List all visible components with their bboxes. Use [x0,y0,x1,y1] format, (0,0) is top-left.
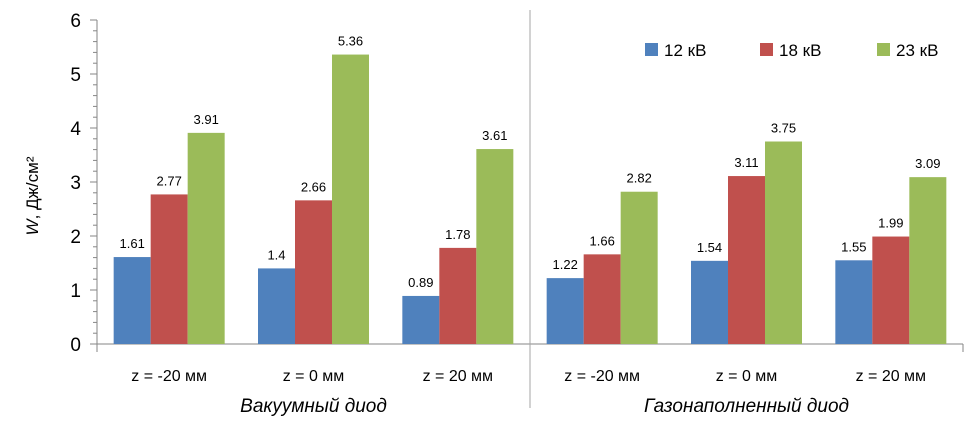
bar [620,191,658,344]
category-label: z = -20 мм [131,368,207,385]
y-tick-label: 6 [70,11,81,32]
data-label: 3.09 [915,156,940,171]
group-label: Газонаполненный диод [644,396,849,417]
legend: 12 кВ 18 кВ 23 кВ [645,41,938,60]
bar [835,260,873,344]
bar [113,257,151,344]
bar [909,177,947,344]
bar [728,176,765,344]
data-label: 2.77 [157,173,182,188]
legend-swatch [645,43,658,56]
bar [150,194,188,344]
data-label: 1.22 [553,257,578,272]
data-label: 1.99 [878,216,903,231]
data-label: 1.54 [697,240,722,255]
legend-label: 18 кВ [779,41,821,60]
data-label: 1.78 [445,227,470,242]
data-label: 1.4 [267,247,285,262]
bar [872,236,910,344]
bar [691,260,728,344]
data-label: 1.66 [590,233,615,248]
y-tick-label: 4 [70,119,81,140]
legend-label: 12 кВ [664,41,706,60]
bar [439,247,477,344]
bars [113,54,947,345]
legend-swatch [877,43,890,56]
data-label: 5.36 [338,34,363,49]
bar [765,141,802,344]
data-label: 3.11 [734,155,758,170]
y-tick-label: 5 [70,65,81,86]
y-tick-label: 2 [70,227,81,248]
y-axis-label-var: W [23,217,42,235]
data-label: 3.61 [482,128,507,143]
data-label: 1.55 [841,239,866,254]
data-labels: 1.61 1.4 0.89 1.22 1.54 1.55 2.77 2.66 1.78 1.66 3… [120,34,941,290]
legend-label: 23 кВ [896,41,938,60]
data-label: 3.91 [194,112,219,127]
y-tick-label: 0 [70,335,81,356]
category-label: z = 0 мм [283,368,345,385]
group-label: Вакуумный диод [240,396,387,417]
y-tick-label: 3 [70,173,81,194]
bar [332,54,369,345]
axes: 0 1 2 3 4 5 6 z = -20 мм z = 0 мм z = 20 мм z = -2… [70,10,964,417]
bar [583,254,621,344]
y-tick-label: 1 [70,281,81,302]
category-label: z = 20 мм [856,368,926,385]
y-axis-label-unit: , Дж/см² [23,156,42,219]
y-axis-label: W, Дж/см² [23,156,42,235]
data-label: 2.66 [301,179,326,194]
bar [402,295,440,344]
bar [258,268,295,344]
data-label: 2.82 [627,171,652,186]
category-label: z = -20 мм [564,368,640,385]
bar [187,132,225,344]
category-label: z = 20 мм [423,368,493,385]
category-label: z = 0 мм [716,368,778,385]
bar [476,149,514,344]
bar [295,200,332,344]
data-label: 1.61 [120,236,145,251]
data-label: 0.89 [408,275,433,290]
data-label: 3.75 [771,121,796,136]
legend-swatch [760,43,773,56]
bar [546,278,584,344]
